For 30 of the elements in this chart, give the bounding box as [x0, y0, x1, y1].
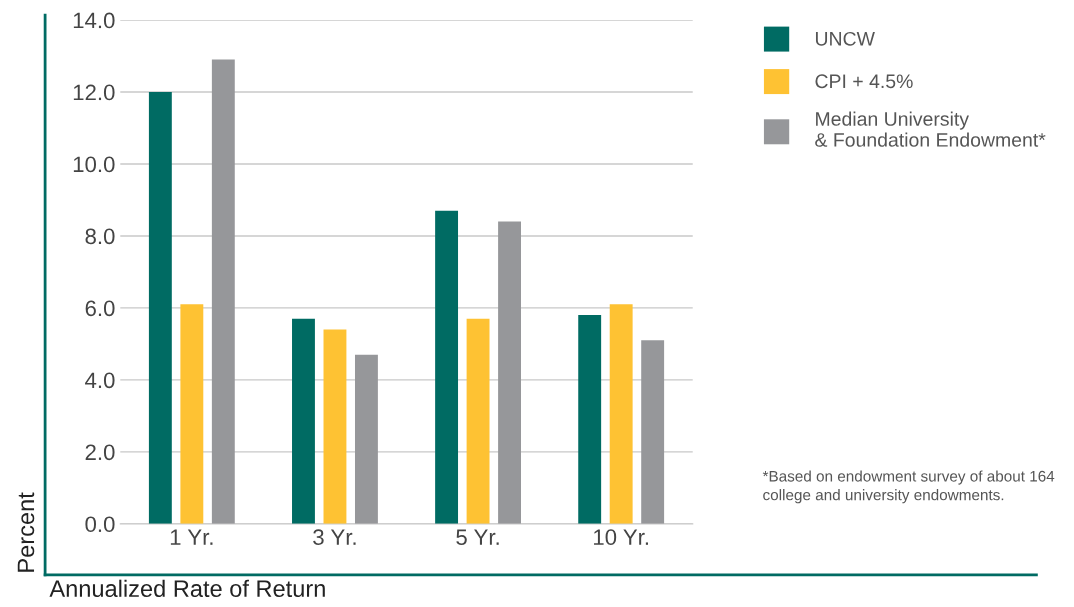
bar [148, 92, 172, 524]
legend-label: UNCW [815, 31, 875, 46]
bar [354, 354, 378, 524]
y-axis-title: Percent [17, 492, 35, 572]
x-tick-label: 1 Yr. [170, 529, 213, 545]
text: *Based on endowment survey of about 164 college and university endowments. [762, 470, 1055, 504]
bar [292, 318, 315, 524]
y-tick-label: 10.0 [73, 156, 115, 173]
y-tick-label: 2.0 [85, 444, 115, 461]
bar [466, 318, 490, 524]
bar [180, 304, 204, 524]
bar [211, 59, 235, 524]
bar [435, 210, 459, 524]
y-tick-label: 6.0 [85, 300, 115, 317]
y-tick-label: 14.0 [73, 12, 115, 29]
y-tick-label: 8.0 [85, 228, 115, 245]
bar [323, 329, 347, 524]
x-tick-label: 3 Yr. [313, 529, 356, 546]
legend-label: CPI + 4.5% [815, 74, 913, 89]
y-tick-label: 4.0 [85, 372, 115, 389]
bar [498, 221, 521, 524]
legend-label: Median University & Foundation Endowment* [815, 111, 1046, 147]
bar [578, 315, 602, 524]
y-tick-label: 12.0 [73, 84, 115, 101]
x-tick-label: 5 Yr. [456, 529, 499, 546]
x-axis-title: Annualized Rate of Return [49, 579, 325, 598]
y-tick-label: 0.0 [85, 516, 115, 533]
bar [609, 304, 633, 524]
x-tick-label: 10 Yr. [594, 529, 648, 546]
bar [641, 340, 665, 524]
